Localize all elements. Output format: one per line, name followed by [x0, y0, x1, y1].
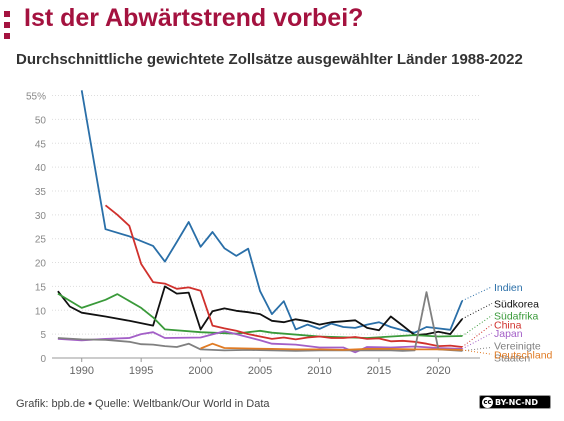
legend-connector-deutschland — [462, 349, 493, 355]
license-label: BY-NC-ND — [495, 397, 539, 407]
page-title: Ist der Abwärtstrend vorbei? — [24, 4, 364, 32]
y-tick-label: 15 — [35, 282, 47, 293]
legend-label-suedkorea: Südkorea — [494, 298, 539, 310]
series-line-indien — [80, 90, 464, 334]
legend-connector-indien — [461, 286, 493, 302]
legend-label-japan: Japan — [494, 328, 523, 340]
license-badge[interactable]: cc BY-NC-ND — [479, 395, 551, 409]
y-tick-label: 20 — [35, 259, 47, 270]
source-credit: Grafik: bpb.de • Quelle: Weltbank/Our Wo… — [16, 398, 270, 410]
y-tick-label: 35 — [35, 187, 47, 198]
y-tick-label: 45 — [35, 139, 47, 150]
series-line-suedafrika — [57, 292, 463, 339]
x-tick-label: 2000 — [188, 365, 212, 377]
series-line-japan — [57, 330, 463, 354]
y-tick-label: 5 — [40, 330, 46, 341]
y-tick-label: 25 — [35, 235, 47, 246]
legend-connector-vereinigte-staaten — [462, 346, 493, 352]
creative-commons-icon: cc — [482, 396, 493, 408]
brand-logo-icon — [4, 11, 18, 39]
legend-label-indien: Indien — [494, 282, 523, 294]
y-tick-label: 0 — [40, 354, 46, 365]
y-tick-label: 50 — [35, 115, 47, 126]
x-tick-label: 2020 — [426, 365, 450, 377]
x-tick-label: 1995 — [129, 365, 153, 377]
series-line-vereinigte-staaten — [57, 291, 463, 352]
x-tick-label: 1990 — [69, 365, 93, 377]
series-line-china — [104, 204, 463, 348]
y-tick-label: 55% — [26, 92, 46, 103]
x-tick-label: 2015 — [367, 365, 391, 377]
tariff-line-chart: 0 5 10 15 20 25 30 35 40 45 50 55% 1990 1995 2000 2005 2… — [26, 90, 553, 377]
x-tick-label: 2010 — [307, 365, 331, 377]
legend-connector-suedkorea — [461, 303, 493, 320]
y-tick-label: 30 — [35, 211, 47, 222]
series-line-deutschland — [200, 342, 463, 351]
chart-subtitle: Durchschnittliche gewichtete Zollsätze a… — [16, 51, 523, 68]
x-tick-label: 2005 — [248, 365, 272, 377]
y-tick-label: 40 — [35, 163, 47, 174]
y-tick-label: 10 — [35, 306, 47, 317]
legend-connector-china — [461, 324, 493, 348]
legend-connector-suedafrika — [461, 314, 493, 337]
legend-label-deutschland: Deutschland — [494, 349, 553, 361]
legend-label-china: China — [494, 319, 522, 331]
legend-label-vereinigte-staaten: Vereinigte Staaten — [494, 340, 541, 364]
legend-label-suedafrika: Südafrika — [494, 310, 539, 322]
